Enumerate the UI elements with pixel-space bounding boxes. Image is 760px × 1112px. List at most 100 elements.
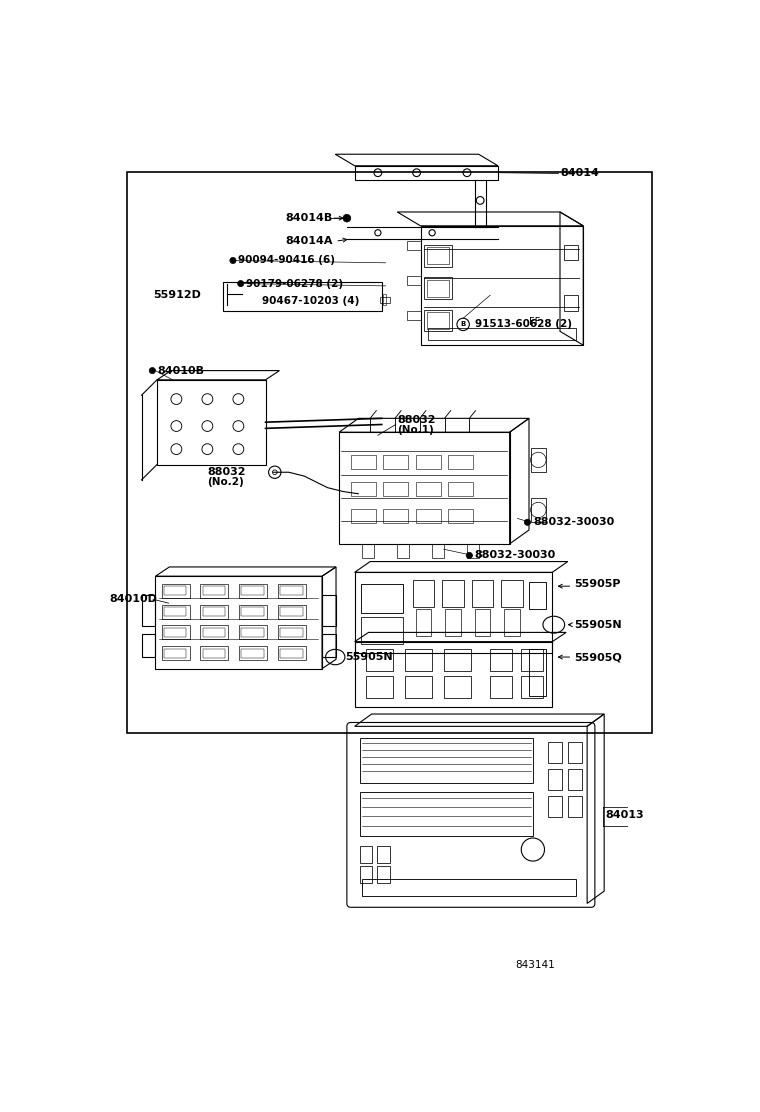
Bar xyxy=(162,584,189,598)
Bar xyxy=(164,586,186,595)
Bar xyxy=(242,586,264,595)
Bar xyxy=(201,605,228,618)
Text: 90179-06278 (2): 90179-06278 (2) xyxy=(246,279,344,289)
Bar xyxy=(405,649,432,671)
Bar xyxy=(472,580,493,607)
Bar xyxy=(162,646,189,661)
Bar xyxy=(201,625,228,639)
Circle shape xyxy=(466,553,473,558)
Bar xyxy=(448,483,473,496)
Bar xyxy=(239,584,267,598)
Text: 55905Q: 55905Q xyxy=(574,652,622,662)
Bar xyxy=(278,584,306,598)
Bar xyxy=(529,582,546,608)
Bar xyxy=(442,580,464,607)
Bar xyxy=(521,676,543,698)
Circle shape xyxy=(230,257,236,264)
Text: 90467-10203 (4): 90467-10203 (4) xyxy=(261,296,359,306)
Bar xyxy=(141,595,156,626)
Bar xyxy=(448,455,473,469)
Bar xyxy=(490,649,512,671)
Bar xyxy=(201,646,228,661)
Circle shape xyxy=(149,368,156,374)
Bar xyxy=(366,649,394,671)
Circle shape xyxy=(524,519,530,525)
Bar xyxy=(445,609,461,636)
Text: (No.1): (No.1) xyxy=(397,425,434,435)
Text: 843141: 843141 xyxy=(515,960,555,970)
Bar xyxy=(424,245,451,267)
Text: 90094-90416 (6): 90094-90416 (6) xyxy=(239,256,335,266)
Bar xyxy=(351,509,375,523)
Text: B: B xyxy=(461,321,466,327)
Bar xyxy=(203,648,225,658)
Text: FF: FF xyxy=(529,317,540,327)
Text: 55912D: 55912D xyxy=(153,290,201,300)
Bar xyxy=(405,676,432,698)
Bar xyxy=(426,247,449,265)
Bar xyxy=(280,648,302,658)
Bar xyxy=(426,312,449,329)
Text: 84013: 84013 xyxy=(605,810,644,820)
Bar xyxy=(380,297,389,302)
Text: 84014A: 84014A xyxy=(285,236,332,246)
Text: (No.2): (No.2) xyxy=(207,477,244,487)
Bar xyxy=(278,605,306,618)
Bar xyxy=(444,649,471,671)
Bar xyxy=(529,649,546,695)
Bar xyxy=(360,792,533,836)
Bar xyxy=(164,607,186,616)
Bar xyxy=(416,509,441,523)
Bar xyxy=(426,280,449,297)
Text: 84010B: 84010B xyxy=(157,366,204,376)
Bar xyxy=(363,878,575,896)
Circle shape xyxy=(238,280,244,287)
Bar xyxy=(413,580,435,607)
Bar xyxy=(568,796,581,817)
Bar xyxy=(549,796,562,817)
Bar xyxy=(504,609,520,636)
Bar xyxy=(432,544,444,558)
Bar xyxy=(156,576,322,668)
Bar xyxy=(339,433,510,544)
Bar xyxy=(383,295,386,305)
Bar xyxy=(201,584,228,598)
Bar xyxy=(424,310,451,331)
Bar xyxy=(203,607,225,616)
Bar xyxy=(549,768,562,791)
Bar xyxy=(407,310,420,320)
Bar xyxy=(361,584,404,613)
Bar xyxy=(239,646,267,661)
Bar xyxy=(280,586,302,595)
Text: 55905N: 55905N xyxy=(345,652,393,662)
Bar xyxy=(360,866,372,883)
Bar xyxy=(162,605,189,618)
Bar xyxy=(203,628,225,637)
Text: 84014: 84014 xyxy=(560,169,599,179)
Bar xyxy=(416,455,441,469)
Text: 91513-60628 (2): 91513-60628 (2) xyxy=(475,319,572,329)
Bar xyxy=(239,625,267,639)
Bar xyxy=(428,328,575,340)
Bar xyxy=(501,580,523,607)
Text: 88032: 88032 xyxy=(397,415,435,425)
Circle shape xyxy=(343,215,351,222)
Bar xyxy=(157,380,265,465)
Bar xyxy=(164,648,186,658)
Text: 55905P: 55905P xyxy=(574,579,620,589)
Bar xyxy=(355,573,553,653)
Bar xyxy=(280,628,302,637)
Bar xyxy=(278,646,306,661)
Bar xyxy=(242,628,264,637)
Bar xyxy=(416,609,432,636)
Bar xyxy=(377,866,389,883)
Bar xyxy=(383,455,408,469)
Text: 88032: 88032 xyxy=(207,467,246,477)
Text: 84014B: 84014B xyxy=(285,214,332,224)
Bar xyxy=(351,455,375,469)
Bar xyxy=(467,544,479,558)
Bar xyxy=(242,648,264,658)
Bar xyxy=(164,628,186,637)
Bar xyxy=(141,634,156,657)
Bar xyxy=(564,295,578,310)
